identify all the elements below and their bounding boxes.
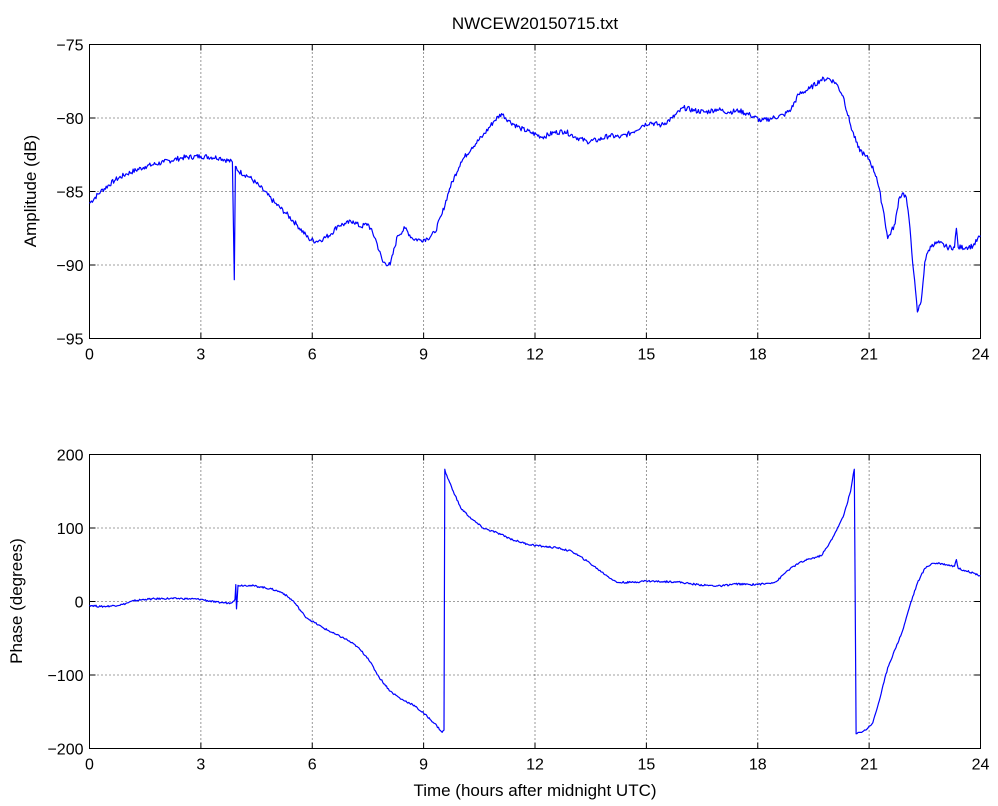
amplitude-ytick-label: −95 bbox=[56, 332, 83, 349]
amplitude-series-line bbox=[89, 76, 981, 313]
amplitude-ytick-label: −90 bbox=[56, 258, 83, 275]
phase-xtick-label: 18 bbox=[749, 757, 767, 774]
phase-ytick-label: −100 bbox=[47, 668, 83, 685]
phase-xtick-label: 6 bbox=[308, 757, 317, 774]
phase-series-line bbox=[89, 468, 981, 735]
phase-ytick-labels: −200 −100 0 100 200 bbox=[47, 448, 83, 759]
phase-xtick-label: 15 bbox=[637, 757, 655, 774]
phase-ytick-label: 0 bbox=[75, 595, 84, 612]
amplitude-ytick-labels: −95 −90 −85 −80 −75 bbox=[56, 38, 83, 349]
amplitude-xtick-label: 3 bbox=[196, 347, 205, 364]
amplitude-xtick-label: 18 bbox=[749, 347, 767, 364]
amplitude-ylabel: Amplitude (dB) bbox=[21, 135, 40, 247]
amplitude-xtick-labels: 0 3 6 9 12 15 18 21 24 bbox=[85, 347, 989, 364]
amplitude-xtick-label: 6 bbox=[308, 347, 317, 364]
amplitude-grid bbox=[89, 44, 981, 339]
phase-ylabel: Phase (degrees) bbox=[7, 538, 26, 664]
phase-ytick-label: 100 bbox=[57, 521, 84, 538]
phase-ytick-label: 200 bbox=[57, 448, 84, 465]
amplitude-ticks bbox=[89, 44, 981, 339]
amplitude-xtick-label: 21 bbox=[860, 347, 878, 364]
amplitude-xtick-label: 9 bbox=[419, 347, 428, 364]
amplitude-xtick-label: 24 bbox=[972, 347, 990, 364]
amplitude-plot: 0 3 6 9 12 15 18 21 24 −95 −90 −85 −80 −75 bbox=[56, 38, 989, 364]
amplitude-ytick-label: −85 bbox=[56, 185, 83, 202]
phase-xtick-label: 24 bbox=[972, 757, 990, 774]
amplitude-xtick-label: 15 bbox=[637, 347, 655, 364]
phase-xtick-label: 3 bbox=[196, 757, 205, 774]
amplitude-ytick-label: −80 bbox=[56, 111, 83, 128]
phase-xtick-label: 12 bbox=[526, 757, 544, 774]
phase-xtick-labels: 0 3 6 9 12 15 18 21 24 bbox=[85, 757, 989, 774]
amplitude-ytick-label: −75 bbox=[56, 38, 83, 55]
amplitude-xtick-label: 0 bbox=[85, 347, 94, 364]
phase-ytick-label: −200 bbox=[47, 742, 83, 759]
amplitude-xtick-label: 12 bbox=[526, 347, 544, 364]
phase-xtick-label: 9 bbox=[419, 757, 428, 774]
phase-grid bbox=[89, 454, 981, 749]
phase-xlabel: Time (hours after midnight UTC) bbox=[413, 781, 656, 800]
phase-plot: 0 3 6 9 12 15 18 21 24 −200 −100 0 100 200 bbox=[47, 448, 989, 774]
phase-ticks bbox=[89, 454, 981, 749]
phase-xtick-label: 0 bbox=[85, 757, 94, 774]
phase-xtick-label: 21 bbox=[860, 757, 878, 774]
chart-title: NWCEW20150715.txt bbox=[452, 14, 619, 33]
